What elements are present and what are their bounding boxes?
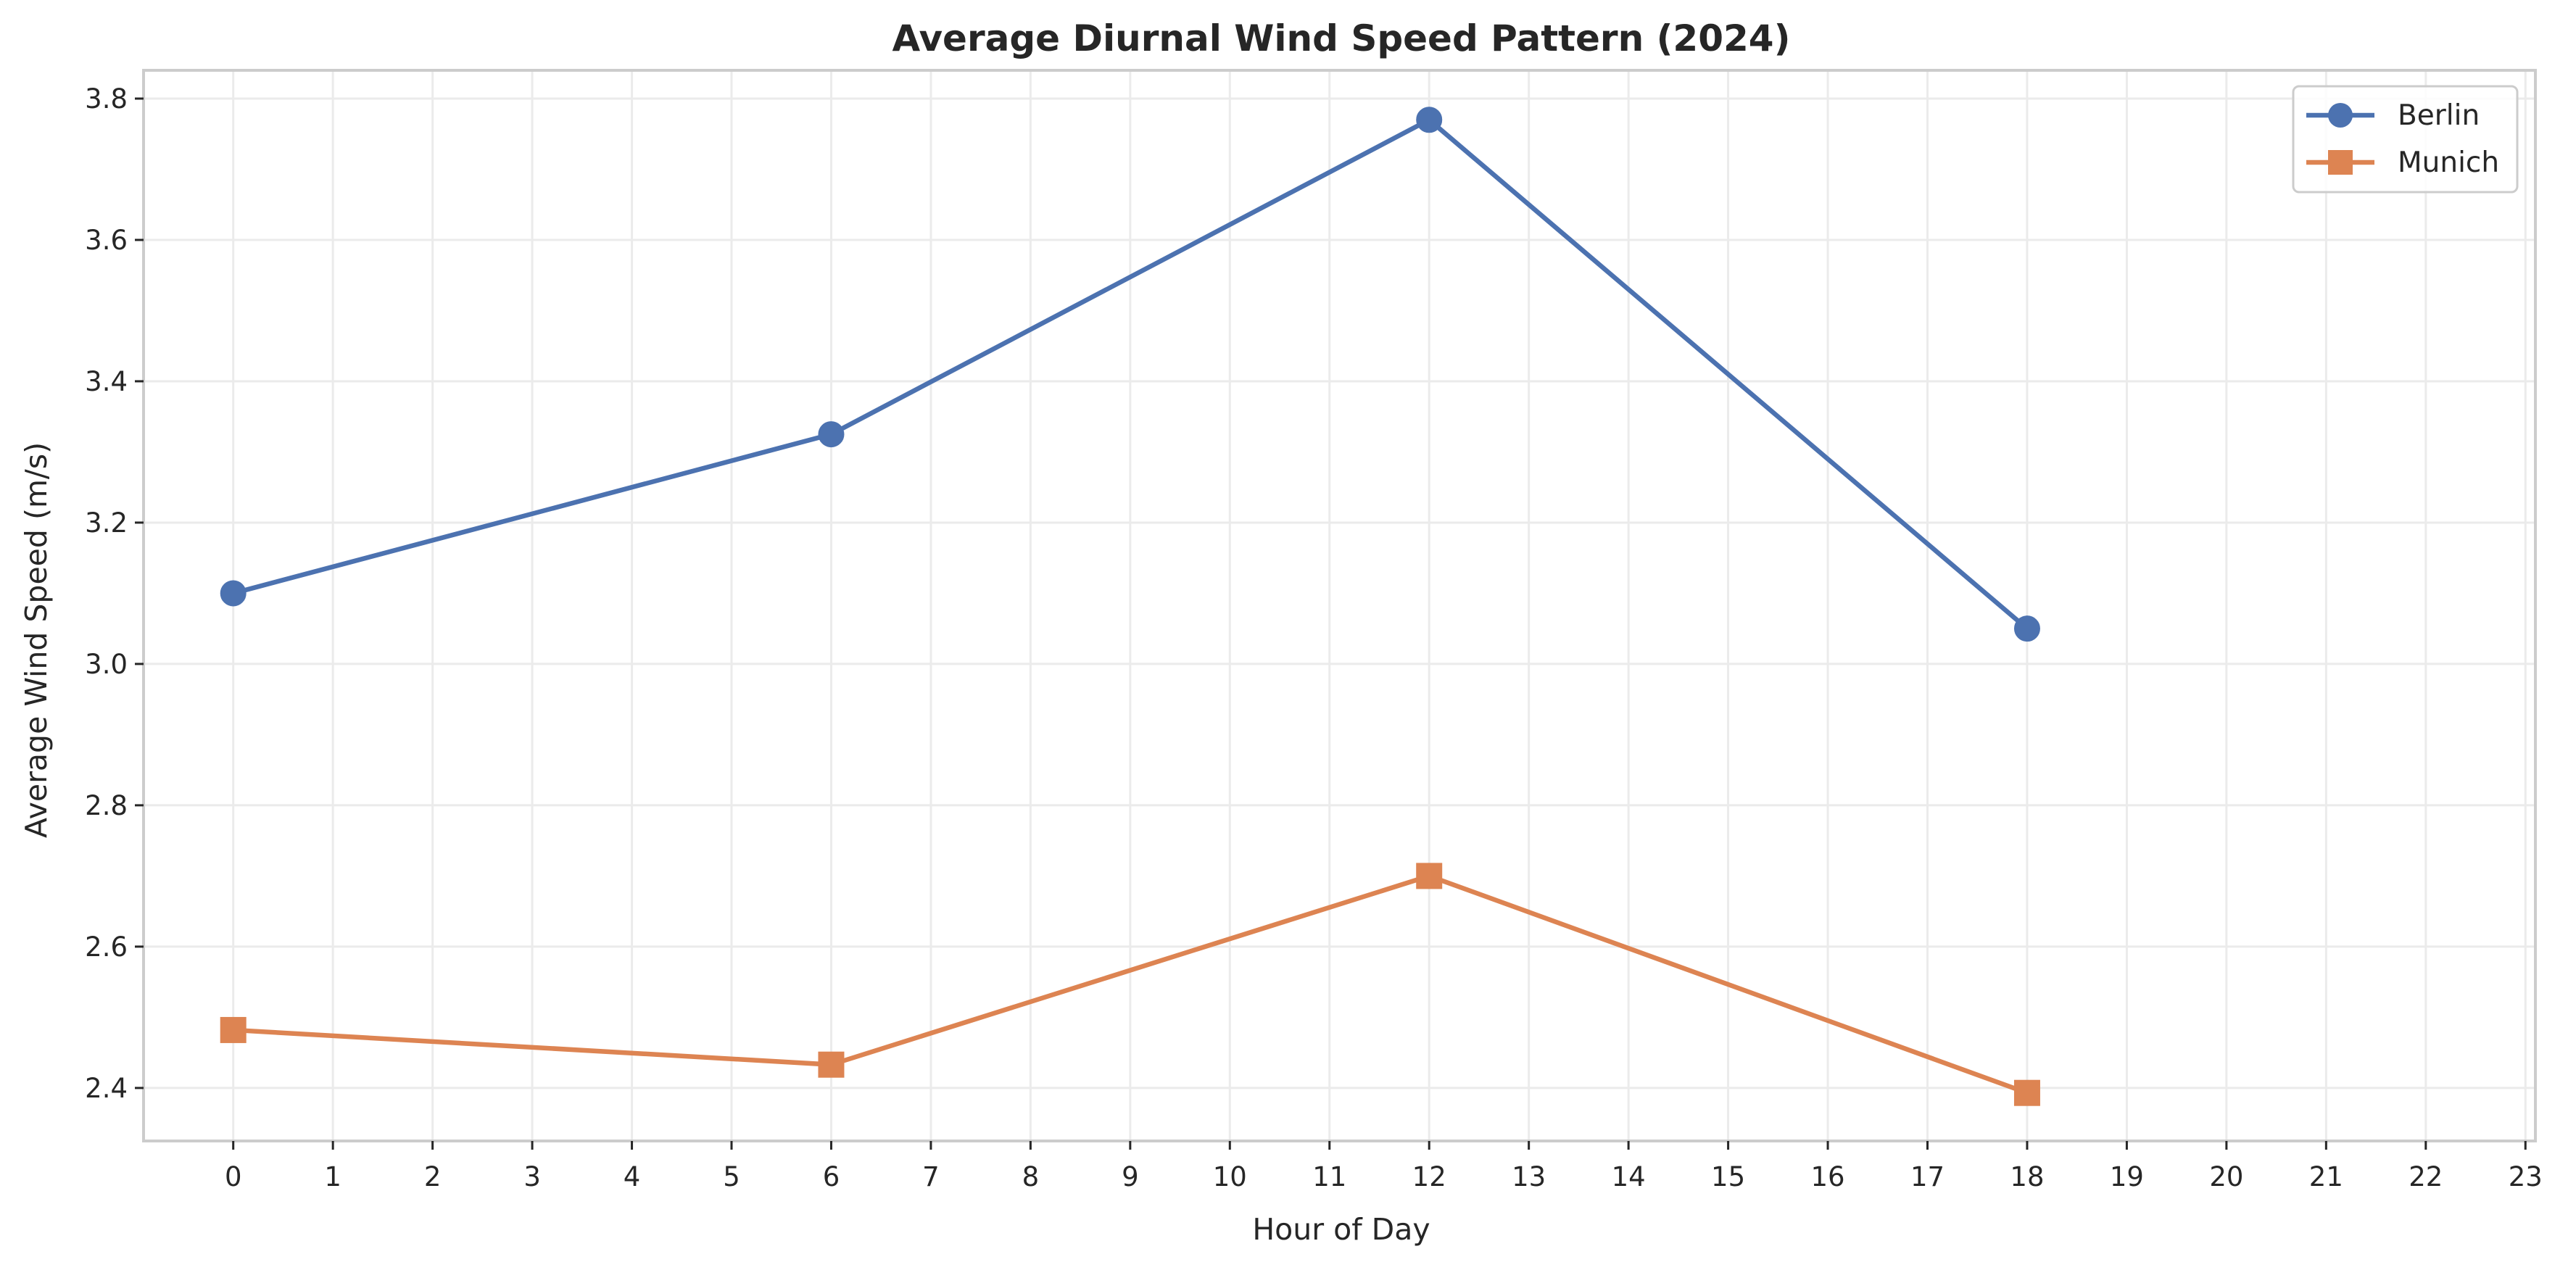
x-tick-label: 15 <box>1711 1161 1745 1192</box>
x-tick-label: 9 <box>1122 1161 1139 1192</box>
x-tick-label: 0 <box>225 1161 242 1192</box>
legend-marker-square-icon <box>2328 150 2353 175</box>
x-tick-label: 19 <box>2110 1161 2144 1192</box>
x-tick-label: 10 <box>1213 1161 1247 1192</box>
series-munich <box>220 863 2040 1106</box>
x-tick-label: 11 <box>1312 1161 1346 1192</box>
data-point <box>220 1016 247 1043</box>
legend-label: Munich <box>2398 146 2499 179</box>
x-tick-label: 18 <box>2010 1161 2044 1192</box>
y-tick-label: 2.4 <box>85 1073 128 1104</box>
x-tick-label: 3 <box>523 1161 541 1192</box>
y-tick-label: 3.2 <box>85 507 128 539</box>
x-tick-label: 5 <box>723 1161 740 1192</box>
y-tick-label: 2.6 <box>85 931 128 963</box>
y-tick-label: 3.4 <box>85 366 128 397</box>
data-point <box>2013 615 2040 642</box>
series-berlin <box>220 107 2040 642</box>
data-point <box>818 1051 845 1078</box>
x-tick-label: 14 <box>1612 1161 1646 1192</box>
series-line <box>231 117 2030 631</box>
y-tick-label: 2.8 <box>85 790 128 821</box>
data-point <box>1416 107 1443 133</box>
x-tick-label: 12 <box>1412 1161 1446 1192</box>
x-tick-label: 16 <box>1810 1161 1844 1192</box>
data-point <box>1416 863 1443 889</box>
x-tick-label: 8 <box>1022 1161 1040 1192</box>
x-tick-label: 1 <box>324 1161 341 1192</box>
y-axis-ticks: 2.4 2.6 2.8 3.0 3.2 3.4 3.6 3.8 <box>85 83 144 1104</box>
x-tick-label: 17 <box>1910 1161 1945 1192</box>
x-tick-label: 22 <box>2409 1161 2443 1192</box>
y-tick-label: 3.8 <box>85 83 128 115</box>
data-point <box>818 421 845 448</box>
data-point <box>220 580 247 607</box>
series-line <box>231 873 2030 1095</box>
plot-frame <box>142 69 2537 1142</box>
legend-marker-circle-icon <box>2328 103 2353 128</box>
data-point <box>2013 1079 2040 1106</box>
x-tick-label: 7 <box>922 1161 940 1192</box>
x-tick-label: 6 <box>823 1161 840 1192</box>
y-axis-label: Average Wind Speed (m/s) <box>19 442 54 838</box>
x-axis-label: Hour of Day <box>1252 1212 1430 1247</box>
x-tick-label: 13 <box>1512 1161 1546 1192</box>
x-tick-label: 23 <box>2509 1161 2543 1192</box>
y-tick-label: 3.0 <box>85 649 128 680</box>
chart-title: Average Diurnal Wind Speed Pattern (2024… <box>893 17 1791 59</box>
y-tick-label: 3.6 <box>85 225 128 256</box>
legend-label: Berlin <box>2398 99 2480 132</box>
x-tick-label: 4 <box>624 1161 641 1192</box>
x-axis-ticks: 0 1 2 3 4 5 6 7 8 9 10 11 12 13 14 15 16 17 18 19 20 21 22 23 <box>225 1141 2543 1192</box>
grid <box>144 70 2535 1141</box>
legend: Berlin Munich <box>2292 85 2519 194</box>
x-tick-label: 21 <box>2309 1161 2343 1192</box>
x-tick-label: 2 <box>424 1161 442 1192</box>
series <box>220 107 2040 1106</box>
x-tick-label: 20 <box>2209 1161 2243 1192</box>
